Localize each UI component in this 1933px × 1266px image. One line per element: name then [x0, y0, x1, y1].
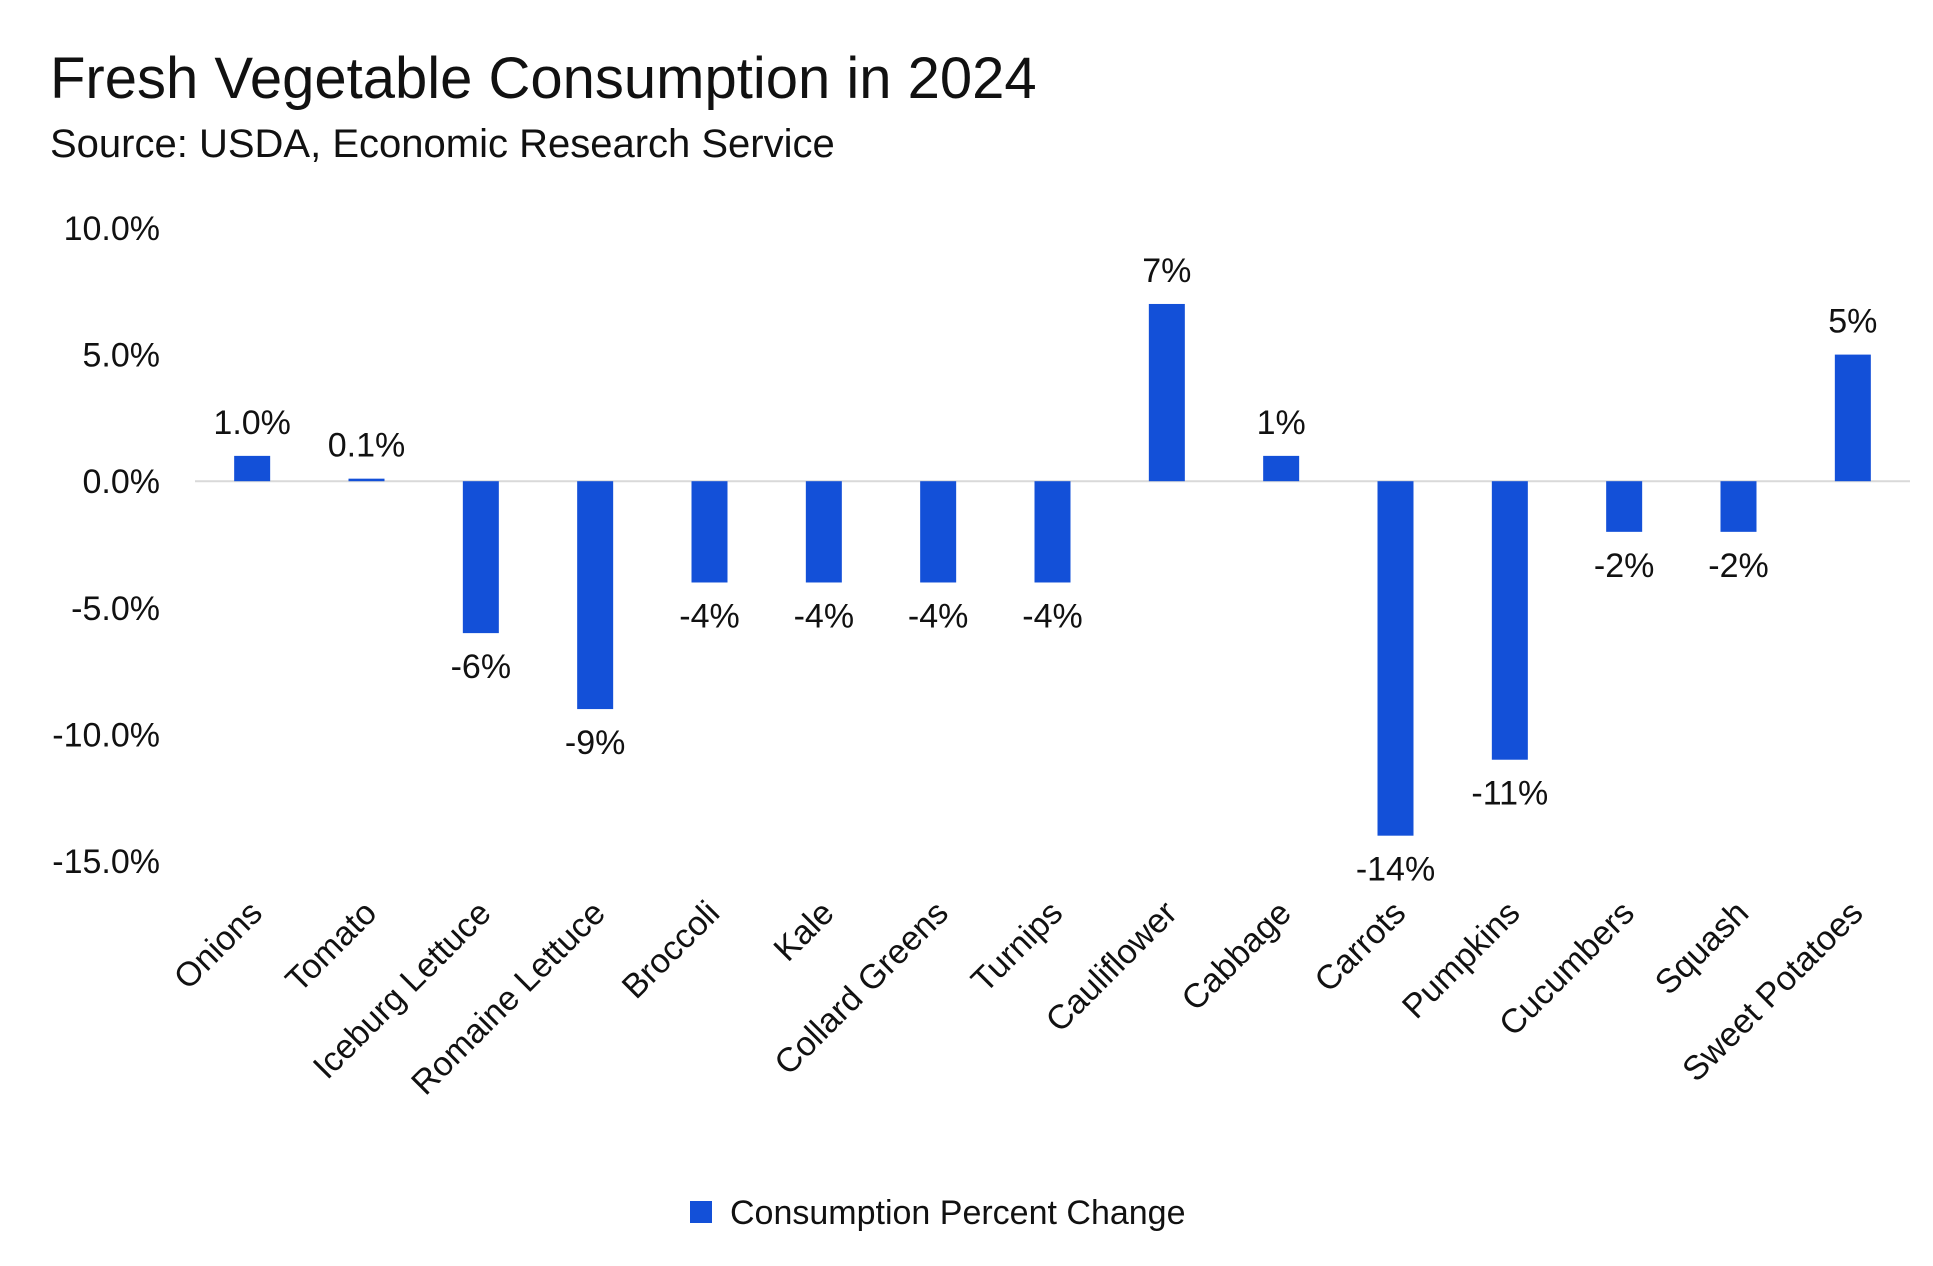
bar: [1834, 354, 1871, 482]
bar: [1377, 481, 1414, 836]
bar: [920, 481, 957, 583]
data-label: 0.1%: [328, 427, 406, 465]
x-tick-label: Tomato: [278, 894, 384, 1000]
data-label: -9%: [565, 724, 625, 762]
chart-subtitle: Source: USDA, Economic Research Service: [50, 122, 835, 166]
bar: [1148, 303, 1185, 482]
data-label: 7%: [1142, 252, 1191, 290]
bar: [1720, 481, 1757, 532]
x-tick-label: Broccoli: [615, 894, 727, 1006]
legend-label: Consumption Percent Change: [730, 1194, 1186, 1232]
bar: [462, 481, 499, 634]
y-tick-label: -15.0%: [52, 843, 160, 881]
y-tick-label: -5.0%: [71, 590, 160, 628]
x-tick-label: Romaine Lettuce: [404, 894, 613, 1103]
bar: [1034, 481, 1071, 583]
bar: [1606, 481, 1643, 532]
bar: [805, 481, 842, 583]
y-tick-label: 5.0%: [83, 337, 161, 375]
data-label: -4%: [908, 597, 968, 635]
bar: [348, 478, 385, 482]
x-tick-label: Cabbage: [1174, 894, 1298, 1018]
bar: [691, 481, 728, 583]
data-label: -11%: [1471, 775, 1548, 813]
data-label: -2%: [1708, 547, 1768, 585]
bar: [234, 455, 271, 482]
legend[interactable]: Consumption Percent Change: [690, 1194, 1186, 1232]
data-labels-group: 1.0% 0.1% -6% -9% -4% -4% -4% -4% 7% 1% -14% -11% -2…: [213, 252, 1877, 889]
y-tick-label: -10.0%: [52, 716, 160, 754]
data-label: -4%: [679, 597, 739, 635]
y-tick-label: 10.0%: [64, 210, 160, 248]
legend-swatch: [690, 1201, 712, 1223]
bars-group: [234, 303, 1871, 836]
data-label: 1.0%: [213, 404, 291, 442]
data-label: 1%: [1257, 404, 1306, 442]
bar: [1491, 481, 1528, 760]
data-label: -14%: [1356, 851, 1435, 889]
x-tick-label: Turnips: [964, 894, 1070, 1000]
data-label: -4%: [794, 597, 854, 635]
x-tick-label: Kale: [766, 894, 841, 969]
bar: [577, 481, 614, 710]
x-tick-label: Squash: [1648, 894, 1756, 1002]
y-tick-label: 0.0%: [83, 463, 161, 501]
data-label: -2%: [1594, 547, 1654, 585]
bar: [1263, 455, 1300, 482]
data-label: -4%: [1022, 597, 1082, 635]
data-label: 5%: [1828, 303, 1877, 341]
data-label: -6%: [451, 648, 511, 686]
x-tick-label: Onions: [167, 894, 270, 997]
y-axis: 10.0% 5.0% 0.0% -5.0% -10.0% -15.0%: [52, 210, 160, 881]
chart-title: Fresh Vegetable Consumption in 2024: [50, 46, 1037, 111]
x-tick-label: Carrots: [1307, 894, 1413, 1000]
